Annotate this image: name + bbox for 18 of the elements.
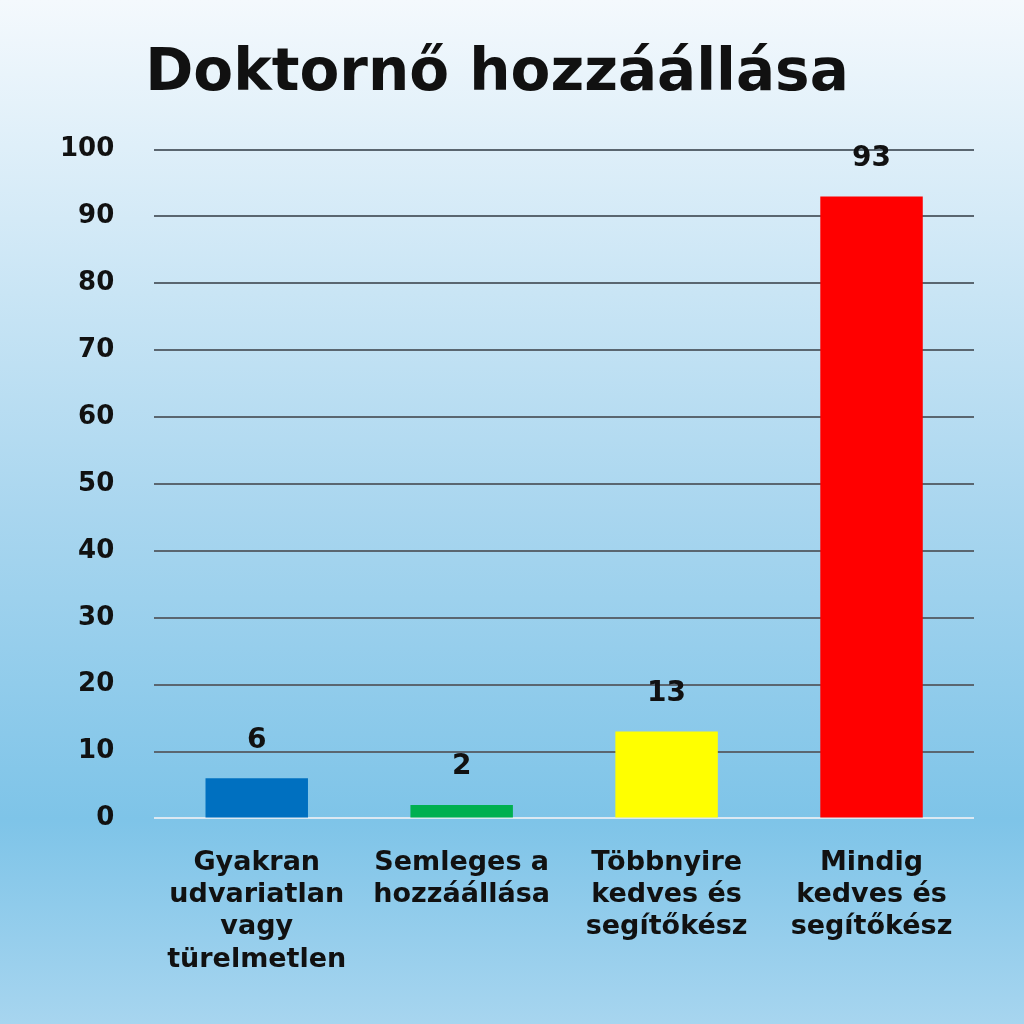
- chart-title: Doktornő hozzáállása: [145, 35, 849, 104]
- y-tick-label: 80: [78, 266, 115, 297]
- y-tick-label: 50: [78, 466, 115, 497]
- y-tick-label: 100: [59, 132, 115, 163]
- data-label: 2: [451, 748, 472, 782]
- y-tick-label: 40: [78, 533, 115, 564]
- y-tick-label: 70: [78, 332, 115, 363]
- y-tick-label: 60: [78, 399, 115, 430]
- y-tick-label: 0: [96, 801, 115, 832]
- x-tick-label: Többnyire kedves és segítőkész: [585, 844, 748, 941]
- y-tick-label: 10: [78, 734, 115, 765]
- y-tick-label: 20: [78, 667, 115, 698]
- x-tick-label: Mindig kedves és segítőkész: [790, 844, 953, 941]
- x-tick-label: Semleges a hozzáállása: [373, 844, 551, 909]
- y-tick-label: 30: [78, 600, 115, 631]
- x-tick-label: Gyakran udvariatlan vagy türelmetlen: [167, 844, 347, 973]
- data-label: 6: [247, 721, 267, 755]
- y-tick-label: 90: [78, 199, 115, 230]
